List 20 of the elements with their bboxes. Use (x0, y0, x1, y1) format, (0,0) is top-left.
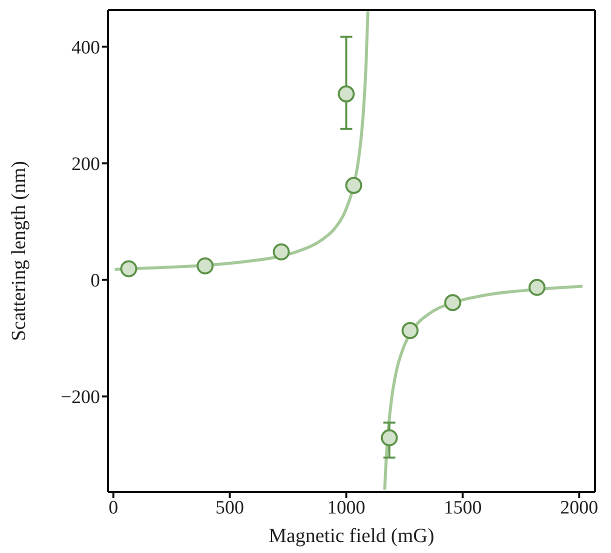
point (380, 429, 398, 446)
point (444, 294, 462, 312)
point (272, 243, 290, 260)
y-tick-label: 200 (72, 154, 100, 176)
y-tick-label: 0 (90, 270, 100, 292)
point (345, 176, 362, 194)
point (120, 260, 138, 278)
point (196, 257, 214, 274)
point (338, 85, 355, 102)
y-tick-label: −200 (60, 387, 100, 408)
x-axis-title: Magnetic field (mG) (268, 525, 434, 547)
x-tick-label: 1000 (327, 497, 366, 518)
y-axis-title: Scattering length (nm) (8, 161, 30, 341)
y-tick-label: 400 (72, 37, 100, 58)
x-tick-label: 1500 (444, 497, 482, 518)
x-tick-label: 500 (216, 497, 244, 518)
point (528, 278, 546, 296)
x-tick-label: 2000 (560, 497, 598, 518)
x-tick-label: 0 (108, 497, 118, 518)
point (402, 322, 419, 340)
